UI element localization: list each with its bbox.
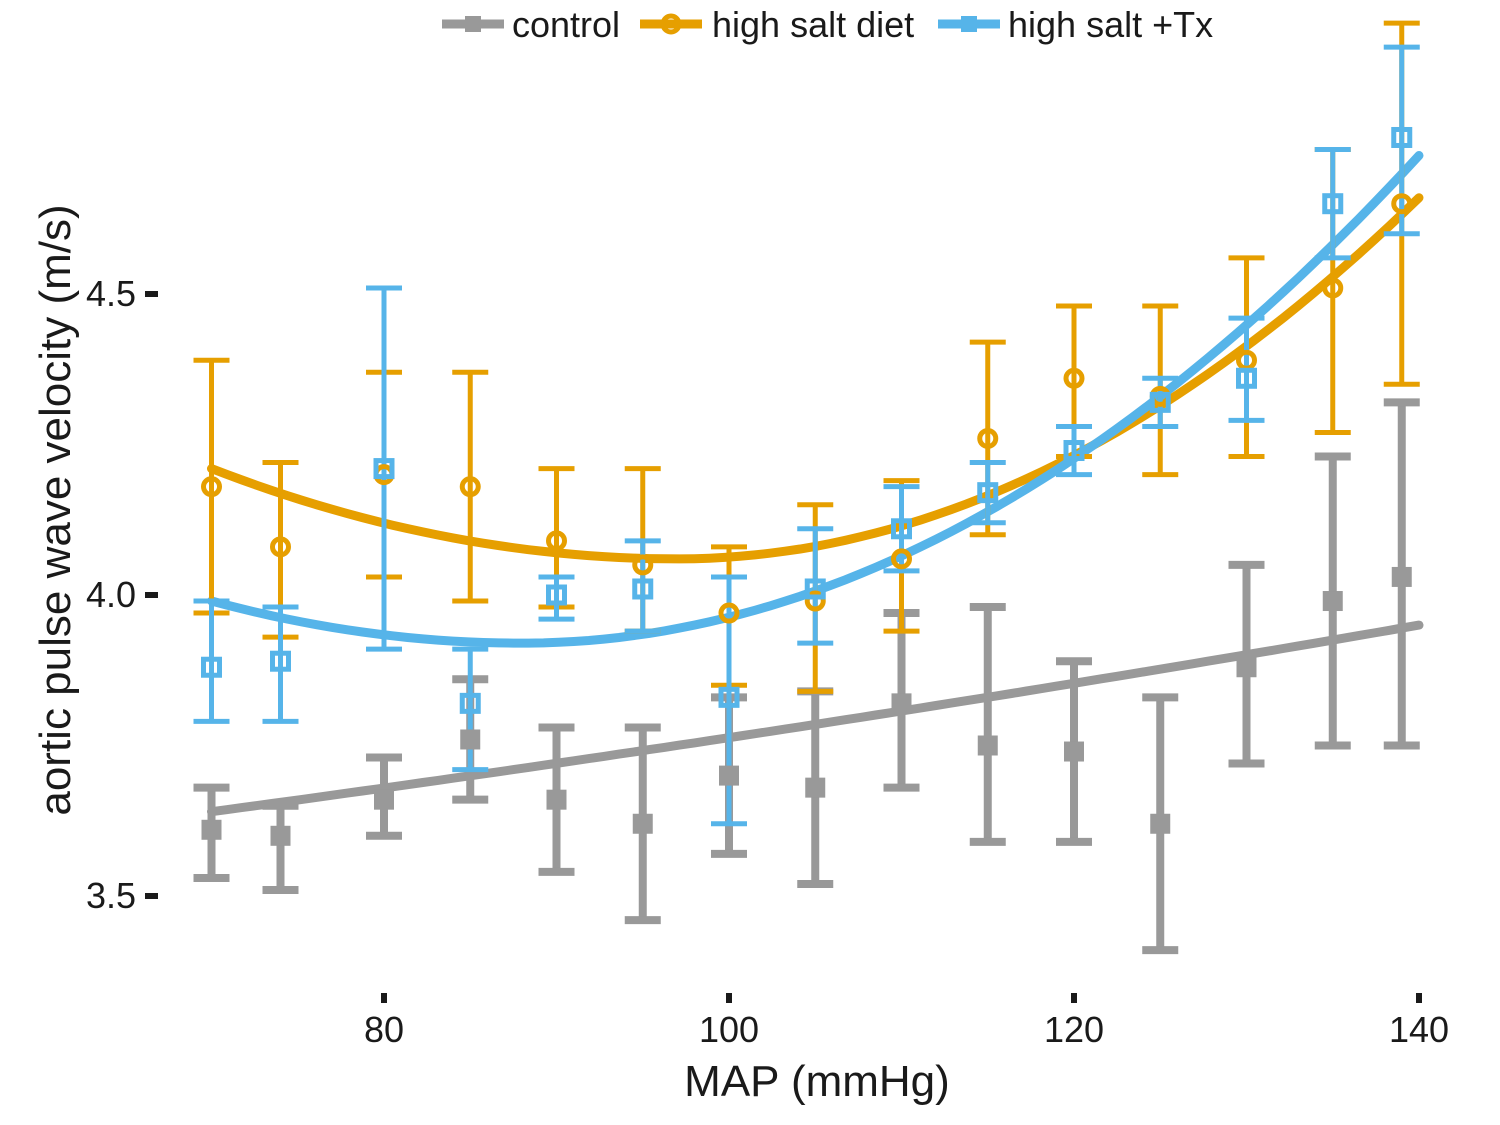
point-s0-p13 <box>1322 591 1343 612</box>
point-s2-p9 <box>977 482 999 504</box>
x-axis-label: MAP (mmHg) <box>684 1057 950 1106</box>
point-s2-p11 <box>1149 391 1171 413</box>
point-s0-p3 <box>460 729 481 750</box>
x-axis: 80 100 120 140 <box>364 993 1449 1050</box>
point-s1-p13 <box>1322 277 1344 299</box>
y-axis: 3.5 4.0 4.5 <box>86 273 158 916</box>
y-tick-label-3.5: 3.5 <box>86 875 136 916</box>
x-tick-label-80: 80 <box>364 1009 404 1050</box>
point-s1-p5 <box>632 554 654 576</box>
point-s2-p5 <box>632 578 654 600</box>
point-s1-p3 <box>459 476 481 498</box>
point-s1-p7 <box>804 590 826 612</box>
legend-label-0: control <box>512 4 620 45</box>
legend: control high salt diet high salt +Tx <box>442 4 1213 45</box>
point-s0-p8 <box>891 693 912 714</box>
point-s0-p1 <box>270 825 291 846</box>
point-s1-p10 <box>1063 367 1085 389</box>
legend-label-2: high salt +Tx <box>1008 4 1213 45</box>
legend-marker-2 <box>961 16 977 32</box>
point-s2-p14 <box>1391 126 1413 148</box>
point-s2-p12 <box>1236 367 1257 389</box>
point-s2-p3 <box>459 692 481 714</box>
point-s2-p10 <box>1063 440 1085 462</box>
legend-marker-1 <box>660 13 682 35</box>
point-s1-p0 <box>201 476 222 498</box>
point-s2-p2 <box>373 458 395 480</box>
point-s2-p0 <box>201 656 222 678</box>
y-tick-label-4: 4.0 <box>86 574 136 615</box>
data-points <box>201 126 1413 846</box>
point-s1-p8 <box>891 548 912 570</box>
point-s0-p2 <box>374 789 394 810</box>
point-s0-p10 <box>1064 741 1084 762</box>
x-tick-label-140: 140 <box>1389 1009 1449 1050</box>
point-s2-p1 <box>270 650 291 672</box>
point-s1-p14 <box>1391 193 1413 215</box>
point-s2-p4 <box>546 584 567 606</box>
point-s0-p5 <box>632 813 653 834</box>
point-s2-p13 <box>1322 193 1344 215</box>
point-s0-p11 <box>1150 813 1171 834</box>
error-bars <box>193 20 1420 955</box>
point-s0-p6 <box>719 765 739 786</box>
point-s0-p9 <box>977 735 998 756</box>
point-s0-p7 <box>805 777 826 798</box>
point-s0-p0 <box>201 819 222 840</box>
x-tick-label-100: 100 <box>699 1009 759 1050</box>
legend-marker-0 <box>465 16 481 32</box>
point-s0-p12 <box>1236 657 1257 678</box>
y-tick-label-4.5: 4.5 <box>86 273 136 314</box>
point-s0-p14 <box>1391 566 1412 587</box>
point-s0-p4 <box>546 789 567 810</box>
point-s2-p8 <box>891 518 912 540</box>
y-axis-label: aortic pulse wave velocity (m/s) <box>31 204 80 815</box>
x-tick-label-120: 120 <box>1044 1009 1104 1050</box>
point-s2-p6 <box>718 686 740 708</box>
point-s1-p6 <box>718 602 740 624</box>
point-s1-p1 <box>270 536 291 558</box>
point-s2-p7 <box>804 578 826 600</box>
point-s1-p9 <box>977 427 999 449</box>
point-s1-p4 <box>546 530 567 552</box>
legend-label-1: high salt diet <box>712 4 914 45</box>
